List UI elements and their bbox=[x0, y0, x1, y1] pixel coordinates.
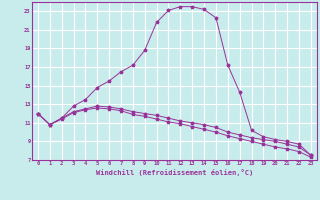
X-axis label: Windchill (Refroidissement éolien,°C): Windchill (Refroidissement éolien,°C) bbox=[96, 169, 253, 176]
